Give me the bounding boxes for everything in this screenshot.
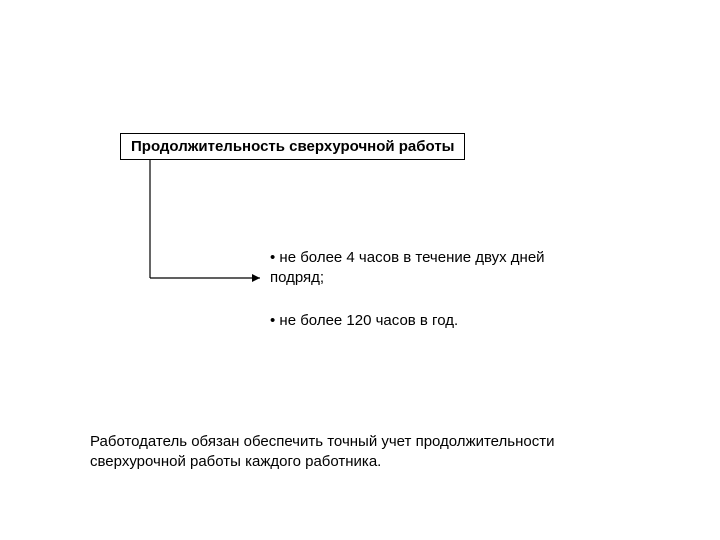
title-text: Продолжительность сверхурочной работы — [131, 138, 454, 155]
bullet-text-2: • не более 120 часов в год. — [270, 312, 458, 329]
bullet-text-1: • не более 4 часов в течение двух дней п… — [270, 249, 545, 286]
footer-paragraph: Работодатель обязан обеспечить точный уч… — [90, 432, 630, 471]
footer-text-content: Работодатель обязан обеспечить точный уч… — [90, 433, 554, 470]
title-box: Продолжительность сверхурочной работы — [120, 133, 465, 160]
bullet-item-2: • не более 120 часов в год. — [270, 311, 590, 331]
bullet-item-1: • не более 4 часов в течение двух дней п… — [270, 248, 590, 287]
arrowhead-icon — [252, 274, 260, 282]
